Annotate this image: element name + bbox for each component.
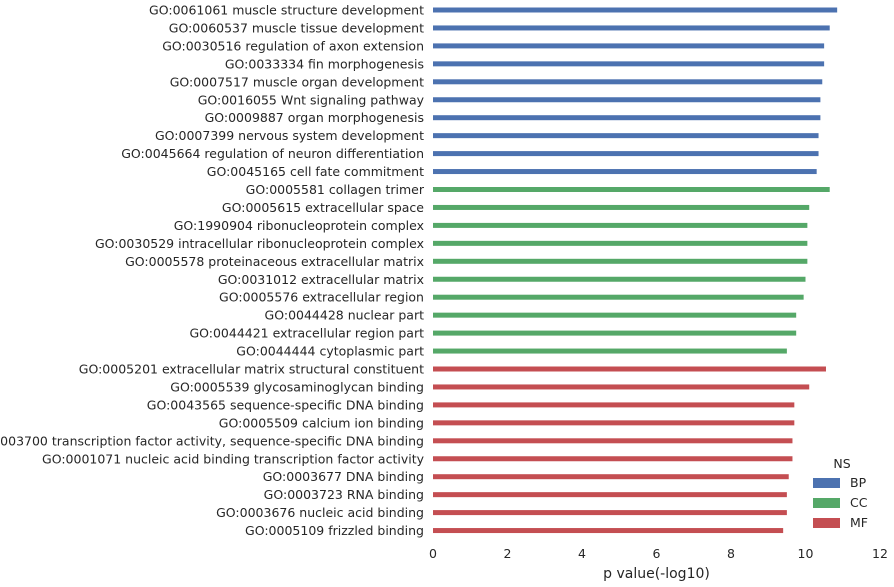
bar-17 bbox=[433, 294, 804, 300]
category-label: GO:0044428 nuclear part bbox=[265, 308, 425, 323]
category-label: GO:0005615 extracellular space bbox=[222, 200, 424, 215]
bar-5 bbox=[433, 79, 823, 85]
bar-7 bbox=[433, 115, 821, 121]
category-label: GO:0044421 extracellular region part bbox=[189, 326, 424, 341]
bar-6 bbox=[433, 97, 821, 103]
category-label: GO:0009887 organ morphogenesis bbox=[205, 110, 424, 125]
legend-label-cc: CC bbox=[850, 495, 868, 510]
x-axis-label: p value(-log10) bbox=[603, 566, 710, 582]
legend-swatch-bp bbox=[813, 478, 840, 488]
category-label: GO:0031012 extracellular matrix bbox=[218, 272, 424, 287]
category-label: GO:0007399 nervous system development bbox=[155, 128, 424, 143]
x-tick-label: 12 bbox=[872, 546, 888, 561]
bar-30 bbox=[433, 528, 784, 534]
category-label: GO:1990904 ribonucleoprotein complex bbox=[174, 218, 424, 233]
bar-20 bbox=[433, 348, 787, 354]
x-tick-label: 10 bbox=[798, 546, 814, 561]
legend-swatch-cc bbox=[813, 498, 840, 508]
bar-19 bbox=[433, 330, 797, 336]
legend-label-bp: BP bbox=[850, 475, 867, 490]
category-label: GO:0030516 regulation of axon extension bbox=[162, 38, 424, 53]
bar-13 bbox=[433, 222, 808, 228]
bar-25 bbox=[433, 438, 793, 444]
x-tick-label: 4 bbox=[578, 546, 586, 561]
bar-16 bbox=[433, 276, 806, 282]
bar-9 bbox=[433, 151, 819, 157]
bar-2 bbox=[433, 25, 830, 31]
x-tick-label: 8 bbox=[727, 546, 735, 561]
bar-28 bbox=[433, 492, 787, 498]
bar-8 bbox=[433, 133, 819, 139]
bar-12 bbox=[433, 204, 810, 210]
category-label: GO:0007517 muscle organ development bbox=[170, 74, 424, 89]
legend-swatch-mf bbox=[813, 518, 840, 528]
category-label: GO:0016055 Wnt signaling pathway bbox=[198, 92, 425, 107]
category-label: GO:0045165 cell fate commitment bbox=[207, 164, 424, 179]
bar-29 bbox=[433, 510, 787, 516]
x-tick-labels-group: 0 2 4 6 8 10 12 bbox=[429, 546, 888, 561]
bar-11 bbox=[433, 187, 830, 192]
category-label: GO:0005539 glycosaminoglycan binding bbox=[170, 379, 424, 394]
bar-21 bbox=[433, 366, 826, 372]
bar-14 bbox=[433, 240, 808, 246]
category-label: GO:0005581 collagen trimer bbox=[246, 182, 425, 197]
bar-1 bbox=[433, 7, 838, 13]
bar-22 bbox=[433, 384, 810, 390]
category-label: GO:0045664 regulation of neuron differen… bbox=[121, 146, 424, 161]
bar-4 bbox=[433, 61, 825, 67]
bar-24 bbox=[433, 420, 795, 426]
category-label: GO:0003700 transcription factor activity… bbox=[0, 433, 424, 448]
bar-10 bbox=[433, 169, 817, 175]
category-label: GO:0061061 muscle structure development bbox=[149, 3, 424, 18]
x-tick-label: 2 bbox=[504, 546, 512, 561]
category-labels-group: GO:0061061 muscle structure development G… bbox=[0, 3, 425, 539]
category-label: GO:0043565 sequence-specific DNA binding bbox=[147, 397, 424, 412]
legend: NS BP CC MF bbox=[813, 456, 868, 530]
category-label: GO:0030529 intracellular ribonucleoprote… bbox=[95, 236, 424, 251]
bar-18 bbox=[433, 312, 797, 318]
bar-3 bbox=[433, 43, 825, 49]
bar-15 bbox=[433, 258, 808, 264]
bars-group bbox=[433, 7, 838, 534]
category-label: GO:0005578 proteinaceous extracellular m… bbox=[125, 254, 424, 269]
category-label: GO:0060537 muscle tissue development bbox=[169, 20, 424, 35]
legend-title: NS bbox=[833, 456, 850, 471]
bar-27 bbox=[433, 474, 789, 480]
category-label: GO:0005109 frizzled binding bbox=[245, 523, 424, 538]
category-label: GO:0003676 nucleic acid binding bbox=[216, 505, 424, 520]
category-label: GO:0033334 fin morphogenesis bbox=[225, 56, 424, 71]
legend-label-mf: MF bbox=[850, 515, 868, 530]
bar-26 bbox=[433, 456, 793, 462]
category-label: GO:0003723 RNA binding bbox=[264, 487, 424, 502]
category-label: GO:0044444 cytoplasmic part bbox=[236, 344, 424, 359]
category-label: GO:0001071 nucleic acid binding transcri… bbox=[42, 451, 425, 466]
category-label: GO:0003677 DNA binding bbox=[263, 469, 424, 484]
category-label: GO:0005509 calcium ion binding bbox=[219, 415, 424, 430]
x-tick-label: 6 bbox=[653, 546, 661, 561]
category-label: GO:0005201 extracellular matrix structur… bbox=[79, 362, 424, 377]
bar-23 bbox=[433, 402, 795, 408]
category-label: GO:0005576 extracellular region bbox=[219, 290, 424, 305]
x-tick-label: 0 bbox=[429, 546, 437, 561]
